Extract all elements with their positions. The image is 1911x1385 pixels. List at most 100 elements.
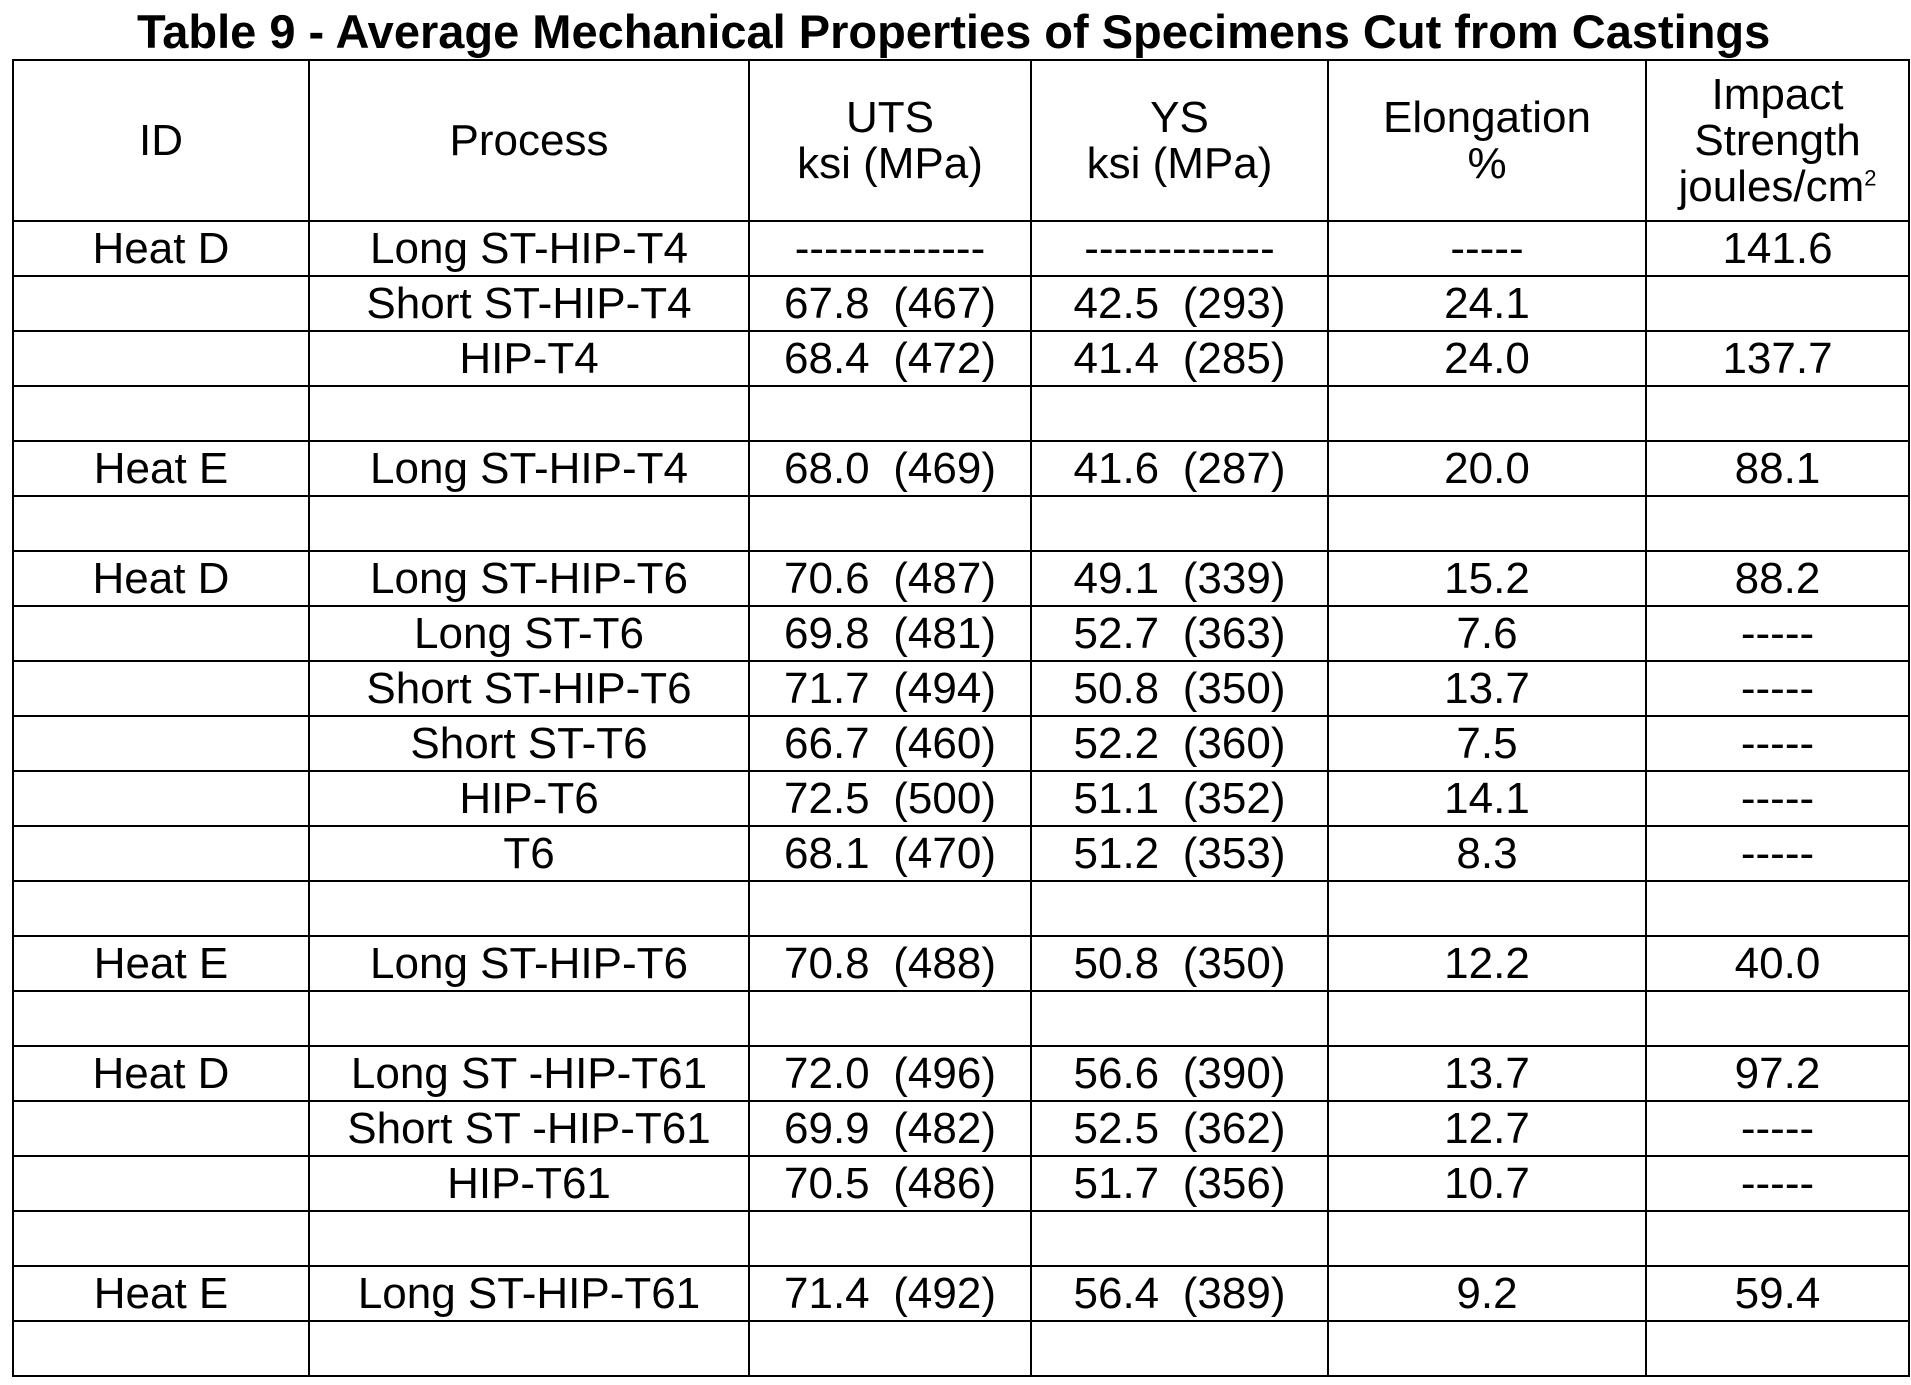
cell-ys-mpa: (293)	[1170, 281, 1286, 327]
cell-elongation	[1328, 386, 1646, 441]
header-impact-label-2: Strength	[1647, 118, 1908, 164]
table-row: Heat ELong ST-HIP-T6 70.8(488) 50.8(350) 12…	[13, 936, 1909, 991]
cell-id	[13, 606, 309, 661]
cell-impact-strength	[1646, 881, 1909, 936]
header-ys-label: YS	[1032, 95, 1327, 141]
cell-uts-ksi: 68.1	[784, 831, 880, 877]
cell-ys-mpa: (362)	[1170, 1106, 1286, 1152]
header-uts-unit: ksi (MPa)	[750, 141, 1030, 187]
table-row: Heat DLong ST-HIP-T4--------------------…	[13, 221, 1909, 276]
cell-impact-strength: -----	[1646, 1101, 1909, 1156]
cell-elongation: 7.6	[1328, 606, 1646, 661]
cell-ys: 52.5(362)	[1031, 1101, 1328, 1156]
header-row: ID Process UTS ksi (MPa) YS ksi (MPa) El…	[13, 60, 1909, 221]
cell-id	[13, 826, 309, 881]
table-row: Short ST-HIP-T671.7(494)50.8(350)13.7---…	[13, 661, 1909, 716]
cell-uts: 69.9(482)	[749, 1101, 1031, 1156]
cell-ys: 51.1(352)	[1031, 771, 1328, 826]
cell-impact-strength	[1646, 1321, 1909, 1376]
cell-id	[13, 661, 309, 716]
cell-impact-strength: -----	[1646, 1156, 1909, 1211]
cell-process: HIP-T4	[309, 331, 749, 386]
cell-uts: 66.7(460)	[749, 716, 1031, 771]
cell-uts: 71.7(494)	[749, 661, 1031, 716]
cell-id	[13, 1321, 309, 1376]
cell-ys-mpa: (389)	[1170, 1271, 1286, 1317]
table-row	[13, 1321, 1909, 1376]
table-row: Short ST -HIP-T6169.9(482)52.5(362)12.7-…	[13, 1101, 1909, 1156]
cell-uts: 70.6(487)	[749, 551, 1031, 606]
cell-uts-mpa: (486)	[880, 1161, 996, 1207]
cell-ys-mpa: (363)	[1170, 611, 1286, 657]
cell-uts	[749, 496, 1031, 551]
cell-process: Long ST-HIP-T6	[309, 551, 749, 606]
cell-id	[13, 1101, 309, 1156]
cell-uts-mpa: (494)	[880, 666, 996, 712]
cell-ys-ksi: 52.5	[1074, 1106, 1170, 1152]
cell-id	[13, 991, 309, 1046]
cell-impact-strength: 137.7	[1646, 331, 1909, 386]
cell-uts-ksi: 70.8	[784, 941, 880, 987]
cell-ys	[1031, 1211, 1328, 1266]
cell-ys-mpa: (350)	[1170, 666, 1286, 712]
cell-ys: 51.7(356)	[1031, 1156, 1328, 1211]
cell-uts-ksi: 68.4	[784, 336, 880, 382]
header-impact-label-1: Impact	[1647, 72, 1908, 118]
cell-elongation: 9.2	[1328, 1266, 1646, 1321]
cell-ys	[1031, 386, 1328, 441]
cell-process	[309, 1321, 749, 1376]
cell-impact-strength	[1646, 991, 1909, 1046]
cell-elongation: 14.1	[1328, 771, 1646, 826]
cell-process	[309, 386, 749, 441]
cell-uts-ksi: 70.5	[784, 1161, 880, 1207]
cell-ys-ksi: 50.8	[1074, 941, 1170, 987]
cell-ys-ksi: 52.2	[1074, 721, 1170, 767]
cell-id	[13, 716, 309, 771]
cell-uts-ksi: 66.7	[784, 721, 880, 767]
cell-ys: 49.1(339)	[1031, 551, 1328, 606]
cell-id	[13, 1211, 309, 1266]
header-impact-unit-base: joules/cm	[1678, 162, 1864, 211]
cell-uts: 72.5(500)	[749, 771, 1031, 826]
cell-id: Heat E	[13, 441, 309, 496]
cell-uts-ksi: 72.0	[784, 1051, 880, 1097]
cell-uts-ksi: 69.9	[784, 1106, 880, 1152]
cell-ys-ksi: 50.8	[1074, 666, 1170, 712]
cell-ys-ksi: 49.1	[1074, 556, 1170, 602]
cell-uts-ksi: 72.5	[784, 776, 880, 822]
header-ys: YS ksi (MPa)	[1031, 60, 1328, 221]
cell-id	[13, 276, 309, 331]
cell-elongation: 12.2	[1328, 936, 1646, 991]
cell-impact-strength: -----	[1646, 661, 1909, 716]
cell-uts-mpa: (482)	[880, 1106, 996, 1152]
table-header: ID Process UTS ksi (MPa) YS ksi (MPa) El…	[13, 60, 1909, 221]
cell-id	[13, 331, 309, 386]
cell-uts: 72.0(496)	[749, 1046, 1031, 1101]
cell-id	[13, 881, 309, 936]
cell-process: Long ST-HIP-T6	[309, 936, 749, 991]
cell-ys: 52.2(360)	[1031, 716, 1328, 771]
header-impact-unit: joules/cm2	[1647, 164, 1908, 210]
cell-impact-strength: 88.1	[1646, 441, 1909, 496]
cell-ys-mpa: (339)	[1170, 556, 1286, 602]
cell-id	[13, 771, 309, 826]
cell-id: Heat E	[13, 1266, 309, 1321]
cell-ys	[1031, 881, 1328, 936]
cell-uts-mpa: (488)	[880, 941, 996, 987]
cell-uts-ksi: 69.8	[784, 611, 880, 657]
header-impact-strength: Impact Strength joules/cm2	[1646, 60, 1909, 221]
cell-elongation: 12.7	[1328, 1101, 1646, 1156]
cell-id: Heat D	[13, 1046, 309, 1101]
cell-elongation	[1328, 991, 1646, 1046]
cell-uts-mpa: (492)	[880, 1271, 996, 1317]
cell-uts: 68.1(470)	[749, 826, 1031, 881]
cell-ys: 41.6(287)	[1031, 441, 1328, 496]
cell-uts-ksi: 71.4	[784, 1271, 880, 1317]
cell-ys: 51.2(353)	[1031, 826, 1328, 881]
cell-ys-mpa: (350)	[1170, 941, 1286, 987]
cell-id: Heat E	[13, 936, 309, 991]
cell-uts: 68.0(469)	[749, 441, 1031, 496]
table-row: Short ST-T666.7(460)52.2(360)7.5-----	[13, 716, 1909, 771]
cell-uts	[749, 881, 1031, 936]
cell-uts	[749, 386, 1031, 441]
